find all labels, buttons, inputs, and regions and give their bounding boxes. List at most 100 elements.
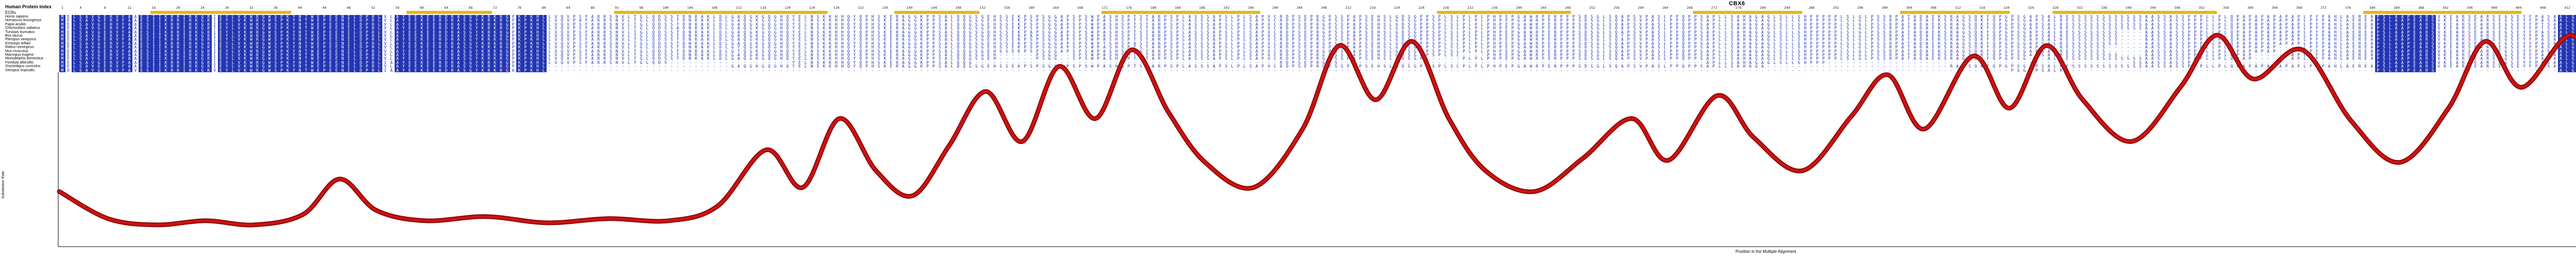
residue-cell: P <box>1499 29 1502 35</box>
ruler-tick-label: 172 <box>1101 6 1108 10</box>
residue-cell: G <box>750 18 752 23</box>
residue-cell: S <box>1578 22 1581 27</box>
residue-cell: G <box>969 29 972 35</box>
residue-cell: A <box>2255 22 2258 27</box>
residue-cell: S <box>2084 22 2087 27</box>
residue-cell: S <box>1140 29 1142 35</box>
residue-cell: S <box>1170 22 1173 27</box>
residue-cell: I <box>181 19 188 23</box>
residue-cell: G <box>761 22 765 27</box>
residue-cell: L <box>646 22 649 27</box>
ecr-bar[interactable] <box>2363 11 2522 14</box>
residue-cell: K <box>163 14 169 19</box>
residue-cell: H <box>534 30 541 34</box>
residue-cell: I <box>157 22 163 27</box>
residue-cell: L <box>2054 18 2057 23</box>
residue-cell: E <box>2411 19 2418 23</box>
residue-cell: S <box>2108 29 2111 35</box>
residue-cell: K <box>920 14 923 19</box>
residue-cell: S <box>2127 18 2130 23</box>
residue-cell: A <box>1255 22 1258 27</box>
residue-cell: S <box>1084 26 1088 31</box>
residue-cell: K <box>480 22 486 27</box>
residue-cell: P <box>1261 29 1264 35</box>
residue-cell: A <box>2328 14 2331 19</box>
residue-cell: D <box>1920 14 1922 19</box>
residue-cell: W <box>266 14 273 19</box>
residue-cell: E <box>2352 22 2355 27</box>
residue-cell: P <box>2535 29 2538 35</box>
residue-cell: A <box>2255 14 2258 19</box>
residue-cell: P <box>2285 29 2288 35</box>
ecr-bar[interactable] <box>150 11 291 14</box>
residue-cell: P <box>2188 18 2191 23</box>
residue-cell: E <box>2498 14 2501 19</box>
residue-cell: Q <box>2230 14 2233 19</box>
residue-cell: L <box>540 22 547 27</box>
residue-cell: K <box>528 26 535 30</box>
residue-cell: S <box>1249 14 1252 19</box>
ecr-bar[interactable] <box>1101 11 1260 14</box>
residue-cell: S <box>999 22 1002 27</box>
residue-cell: R <box>1280 18 1282 23</box>
residue-cell: L <box>1456 18 1459 23</box>
residue-cell: L <box>1785 18 1788 23</box>
residue-cell: K <box>163 22 169 27</box>
residue-cell: S <box>1432 18 1435 23</box>
residue-cell: L <box>376 22 382 27</box>
residue-cell: A <box>2029 18 2032 23</box>
residue-cell: G <box>1054 29 1057 35</box>
residue-cell: I <box>157 30 163 34</box>
residue-cell: S <box>670 29 673 35</box>
residue-cell: S <box>1298 14 1301 19</box>
residue-cell: S <box>77 14 84 19</box>
residue-cell: L <box>951 22 954 27</box>
residue-cell: W <box>248 30 255 34</box>
residue-cell: R <box>1280 22 1282 27</box>
residue-cell: P <box>1328 14 1331 19</box>
ecr-bar[interactable] <box>894 11 980 14</box>
residue-cell: A <box>2370 29 2374 35</box>
residue-cell: A <box>2541 14 2544 19</box>
residue-cell: P <box>1487 26 1490 31</box>
residue-cell: T <box>2541 22 2544 27</box>
ecr-bar[interactable] <box>1900 11 2010 14</box>
residue-cell: A <box>2029 22 2032 27</box>
residue-cell: R <box>1950 29 1953 35</box>
residue-cell: S <box>1005 18 1008 23</box>
residue-cell: A <box>2328 18 2331 23</box>
residue-cell: R <box>187 22 194 27</box>
ecr-bar[interactable] <box>1436 11 1571 14</box>
residue-cell: H <box>2334 14 2337 19</box>
residue-cell: G <box>640 22 642 27</box>
residue-cell: V <box>554 22 557 27</box>
residue-cell: G <box>2570 14 2576 19</box>
residue-cell: S <box>1731 22 1734 27</box>
residue-cell: L <box>2224 26 2227 31</box>
residue-cell: D <box>358 26 364 30</box>
ecr-bar[interactable] <box>2052 11 2217 14</box>
ecr-bar[interactable] <box>1692 11 1803 14</box>
residue-cell: S <box>1225 22 1228 27</box>
residue-cell: S <box>1608 26 1612 31</box>
residue-cell: D <box>1584 26 1587 31</box>
residue-cell: S <box>2102 14 2105 19</box>
residue-cell: S <box>2108 22 2111 27</box>
ecr-bar[interactable] <box>614 11 827 14</box>
ecr-bar[interactable] <box>406 11 492 14</box>
residue-cell: S <box>77 19 84 23</box>
residue-cell: S <box>1578 29 1581 35</box>
residue-cell: S <box>272 30 279 34</box>
residue-cell: E <box>101 19 108 23</box>
residue-cell: L <box>1243 26 1246 31</box>
residue-cell: D <box>719 14 722 19</box>
residue-cell: D <box>443 22 449 27</box>
residue-cell: E <box>2517 29 2520 35</box>
residue-cell: L <box>2054 26 2057 31</box>
residue-cell: A <box>591 14 594 19</box>
residue-cell: S <box>1608 22 1612 27</box>
residue-cell: S <box>1200 22 1204 27</box>
residue-cell: S <box>1657 14 1660 19</box>
residue-cell: V <box>1639 18 1642 23</box>
residue-cell: R <box>603 14 606 19</box>
